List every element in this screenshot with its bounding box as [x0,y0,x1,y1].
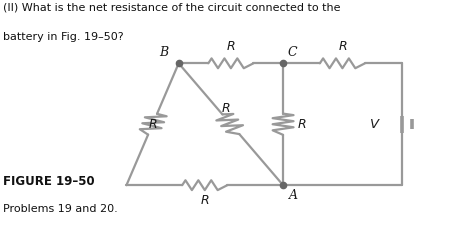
Text: $V$: $V$ [368,118,380,131]
Text: $R$: $R$ [200,194,209,207]
Text: battery in Fig. 19–50?: battery in Fig. 19–50? [3,32,124,42]
Text: C: C [288,46,298,59]
Text: (II) What is the net resistance of the circuit connected to the: (II) What is the net resistance of the c… [3,3,340,13]
Text: $R$: $R$ [298,118,307,131]
Text: $R$: $R$ [148,118,157,131]
Text: $R$: $R$ [226,40,236,53]
Text: FIGURE 19–50: FIGURE 19–50 [3,175,95,188]
Text: A: A [289,189,298,202]
Text: $R$: $R$ [221,102,231,115]
Text: $R$: $R$ [337,40,347,53]
Text: B: B [159,46,168,59]
Text: Problems 19 and 20.: Problems 19 and 20. [3,204,118,214]
